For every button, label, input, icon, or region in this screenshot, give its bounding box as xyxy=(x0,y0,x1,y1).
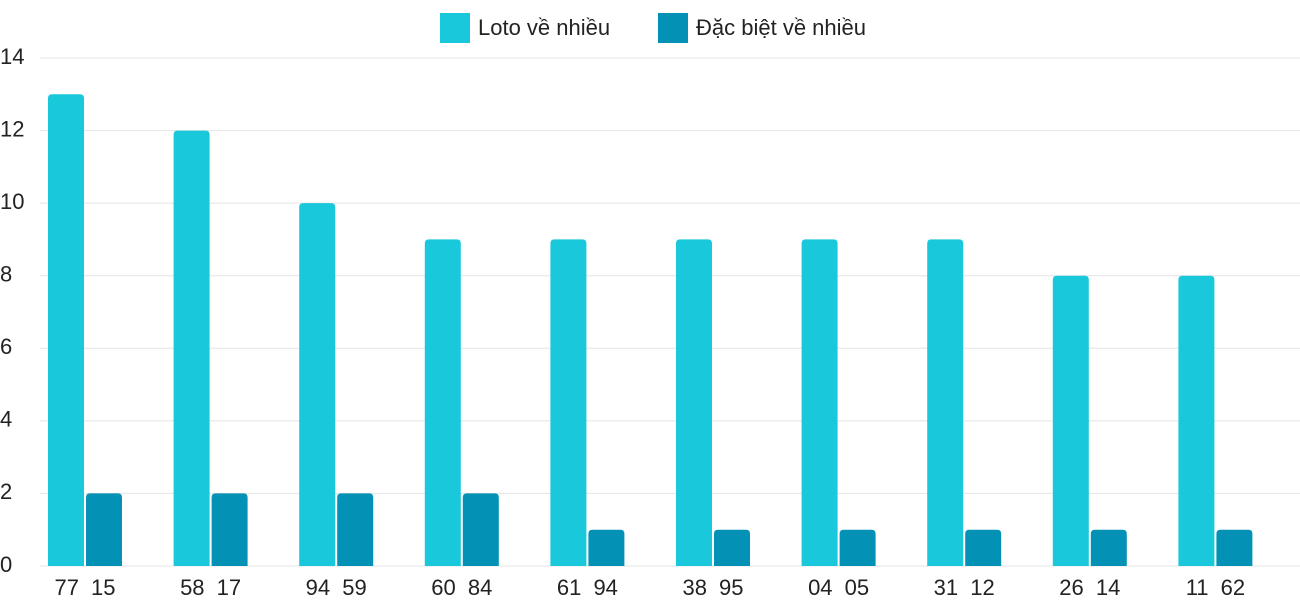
legend-label: Loto về nhiều xyxy=(478,15,610,40)
legend-swatch xyxy=(658,13,688,43)
bar xyxy=(676,239,712,566)
legend-swatch xyxy=(440,13,470,43)
x-tick-label: 26 14 xyxy=(1059,575,1120,600)
y-tick-label: 6 xyxy=(0,334,12,359)
bar xyxy=(211,493,248,566)
x-tick-label: 58 17 xyxy=(180,575,241,600)
x-tick-label: 31 12 xyxy=(934,575,995,600)
bar xyxy=(1052,275,1089,566)
y-tick-label: 8 xyxy=(0,262,12,287)
x-tick-label: 04 05 xyxy=(808,575,869,600)
bar xyxy=(299,203,336,566)
bar xyxy=(965,529,1002,566)
legend-label: Đặc biệt về nhiều xyxy=(696,15,866,40)
x-tick-label: 38 95 xyxy=(682,575,743,600)
bar xyxy=(86,493,122,566)
x-tick-label: 94 59 xyxy=(306,575,367,600)
x-tick-label: 11 62 xyxy=(1186,575,1245,600)
bar xyxy=(588,529,625,566)
x-tick-label: 61 94 xyxy=(557,575,618,600)
bar xyxy=(839,529,876,566)
bar xyxy=(927,239,964,566)
y-tick-label: 12 xyxy=(0,116,24,141)
y-tick-label: 14 xyxy=(0,44,24,69)
bar xyxy=(550,239,587,566)
y-tick-label: 0 xyxy=(0,552,12,577)
y-tick-label: 10 xyxy=(0,189,24,214)
bar xyxy=(1178,275,1215,566)
y-tick-label: 4 xyxy=(0,407,12,432)
bar xyxy=(1090,529,1127,566)
bar xyxy=(1216,529,1253,566)
bar xyxy=(801,239,838,566)
bar xyxy=(462,493,499,566)
bar xyxy=(337,493,374,566)
x-tick-label: 60 84 xyxy=(431,575,492,600)
x-tick-label: 77 15 xyxy=(54,575,115,600)
bar xyxy=(424,239,461,566)
bar xyxy=(48,94,84,567)
bar xyxy=(173,130,210,567)
bar xyxy=(714,529,750,566)
y-tick-label: 2 xyxy=(0,479,12,504)
